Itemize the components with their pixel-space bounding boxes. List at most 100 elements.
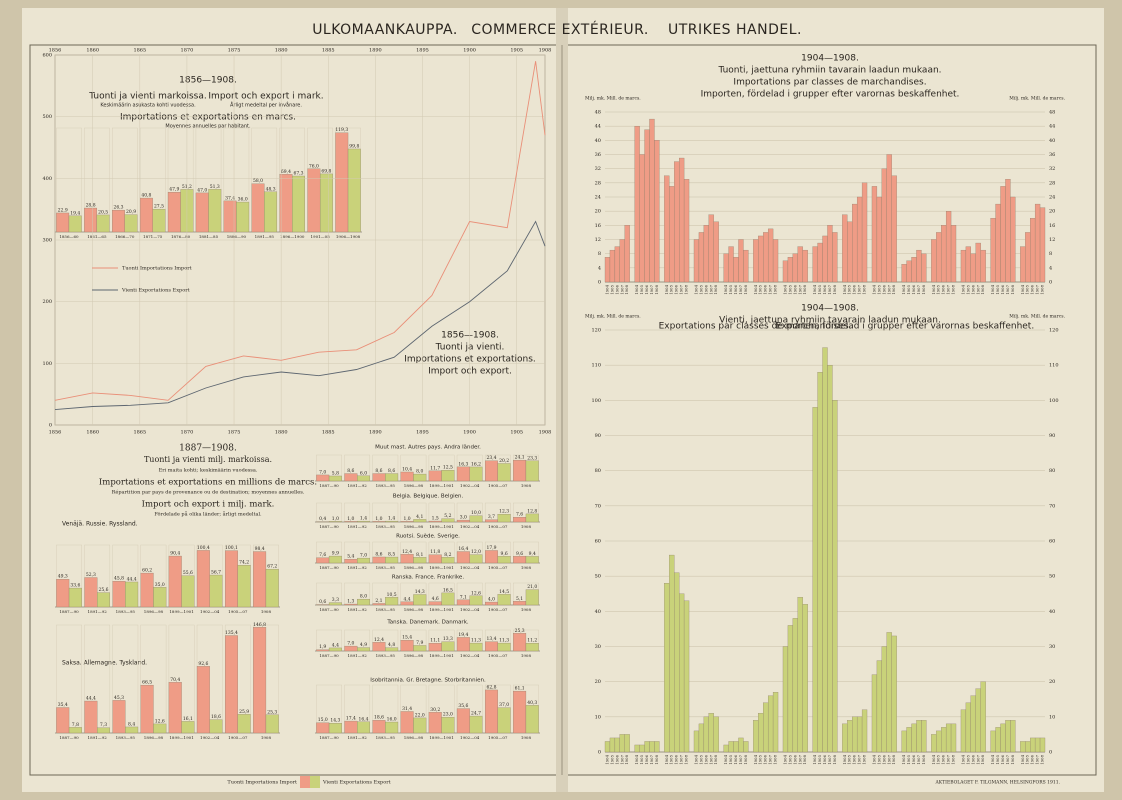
x-tick-label: 1908 bbox=[521, 524, 532, 529]
bar bbox=[316, 722, 330, 734]
bar bbox=[758, 713, 764, 753]
chart-subtitle: Moyennes annuelles par habitant. bbox=[165, 124, 251, 130]
y-tick-label: 60 bbox=[595, 539, 601, 545]
bar bbox=[639, 744, 645, 753]
legend-swatch-import bbox=[300, 776, 310, 788]
bar bbox=[822, 347, 828, 753]
value-label: 7,3 bbox=[100, 722, 107, 728]
x-tick-label: 1906 bbox=[703, 754, 708, 764]
bar bbox=[916, 249, 922, 283]
bar bbox=[1039, 207, 1046, 283]
bar bbox=[708, 214, 714, 283]
x-tick-label: 1899—1901 bbox=[169, 609, 193, 614]
bar bbox=[822, 235, 828, 283]
bar bbox=[1025, 232, 1031, 283]
x-tick-label: 1906 bbox=[733, 754, 738, 764]
bar bbox=[485, 689, 498, 734]
bar bbox=[469, 595, 483, 606]
y-tick-label-right: 0 bbox=[1049, 280, 1052, 286]
bar bbox=[886, 632, 892, 753]
value-label: 16,0 bbox=[387, 717, 397, 723]
bar bbox=[385, 721, 399, 734]
x-tick-label: 1907 bbox=[1005, 754, 1010, 764]
value-label: 60,2 bbox=[142, 568, 152, 574]
bar bbox=[802, 249, 808, 283]
bar bbox=[497, 556, 511, 564]
chart-title: Ranska. France. Frankrike. bbox=[392, 575, 464, 581]
x-tick-label: 1887—90 bbox=[59, 609, 79, 614]
bar bbox=[525, 589, 539, 606]
value-label: 4,8 bbox=[388, 642, 395, 648]
bar bbox=[782, 646, 789, 753]
bar bbox=[916, 720, 922, 753]
value-label: 100,4 bbox=[197, 545, 210, 551]
bar bbox=[693, 239, 700, 283]
bar bbox=[767, 228, 774, 283]
value-label: 61,1 bbox=[515, 686, 525, 692]
value-label: 4,6 bbox=[432, 596, 439, 602]
bar bbox=[237, 714, 251, 734]
x-tick-label: 1905 bbox=[876, 754, 881, 764]
chart-title: Muut mast. Autres pays. Andra länder. bbox=[375, 445, 481, 451]
value-label: 8,6 bbox=[375, 551, 382, 557]
x-tick-label: 1907 bbox=[975, 754, 980, 764]
bar bbox=[1010, 720, 1016, 753]
chart-subtitle: Importen, fördelad i grupper efter varor… bbox=[701, 90, 960, 100]
x-tick-label: 1871—75 bbox=[143, 234, 163, 239]
x-tick-label: 1906 bbox=[911, 284, 916, 294]
y-tick-label: 50 bbox=[595, 574, 601, 580]
x-tick-label-top: 1885 bbox=[322, 48, 335, 54]
header-sv: UTRIKES HANDEL. bbox=[668, 22, 802, 38]
bar bbox=[236, 201, 250, 233]
y-tick-label-right: 50 bbox=[1049, 574, 1055, 580]
x-tick-label: 1906 bbox=[703, 284, 708, 294]
bar bbox=[525, 643, 539, 652]
bar bbox=[328, 555, 342, 564]
x-tick-label-top: 1875 bbox=[228, 48, 241, 54]
x-tick-label: 1908 bbox=[802, 284, 807, 294]
x-tick-label: 1906 bbox=[614, 754, 619, 764]
bar bbox=[876, 660, 883, 753]
bar bbox=[733, 741, 739, 753]
bar bbox=[196, 550, 210, 608]
bar bbox=[525, 460, 539, 482]
value-label: 10,4 bbox=[402, 466, 412, 472]
x-tick-label: 1906 bbox=[644, 754, 649, 764]
y-tick-label-right: 44 bbox=[1049, 124, 1055, 130]
bar bbox=[209, 719, 223, 734]
y-axis-label: Milj. mk. Mill. de marcs. bbox=[585, 96, 641, 102]
value-label: 10,0 bbox=[471, 510, 481, 516]
bar bbox=[950, 225, 957, 283]
bar bbox=[604, 257, 611, 283]
bar bbox=[1020, 246, 1026, 283]
bar bbox=[413, 557, 427, 564]
value-label: 8,6 bbox=[347, 468, 354, 474]
y-tick-label: 70 bbox=[595, 503, 601, 509]
value-label: 14,3 bbox=[330, 718, 340, 724]
x-tick-label: 1904 bbox=[842, 284, 847, 294]
value-label: 11,7 bbox=[430, 465, 440, 471]
bar bbox=[960, 249, 967, 283]
x-tick-label: 1904 bbox=[782, 754, 787, 764]
chart-title: Tanska. Danemark. Danmark. bbox=[386, 620, 469, 626]
y-tick-label: 0 bbox=[598, 750, 601, 756]
bar bbox=[209, 574, 223, 608]
bar bbox=[357, 475, 370, 482]
x-tick-label: 1908 bbox=[684, 754, 689, 764]
x-tick-label: 1904 bbox=[634, 754, 639, 764]
bar bbox=[728, 246, 734, 283]
bar bbox=[674, 572, 680, 753]
x-tick-label: 1904 bbox=[901, 284, 906, 294]
chart-title: Isobritannia. Gr. Bretagne. Storbritanni… bbox=[370, 678, 486, 684]
y-tick-label-right: 12 bbox=[1049, 237, 1055, 243]
x-tick-label: 1902—04 bbox=[200, 609, 220, 614]
x-tick-label: 1905 bbox=[787, 754, 792, 764]
bar bbox=[965, 246, 971, 283]
bar bbox=[208, 189, 222, 233]
x-tick-label: 1865 bbox=[133, 430, 146, 436]
bar bbox=[1034, 203, 1041, 283]
value-label: 13,3 bbox=[443, 636, 453, 642]
x-tick-label: 1906 bbox=[1000, 754, 1005, 764]
y-tick-label: 10 bbox=[595, 714, 601, 720]
line bbox=[54, 61, 546, 401]
